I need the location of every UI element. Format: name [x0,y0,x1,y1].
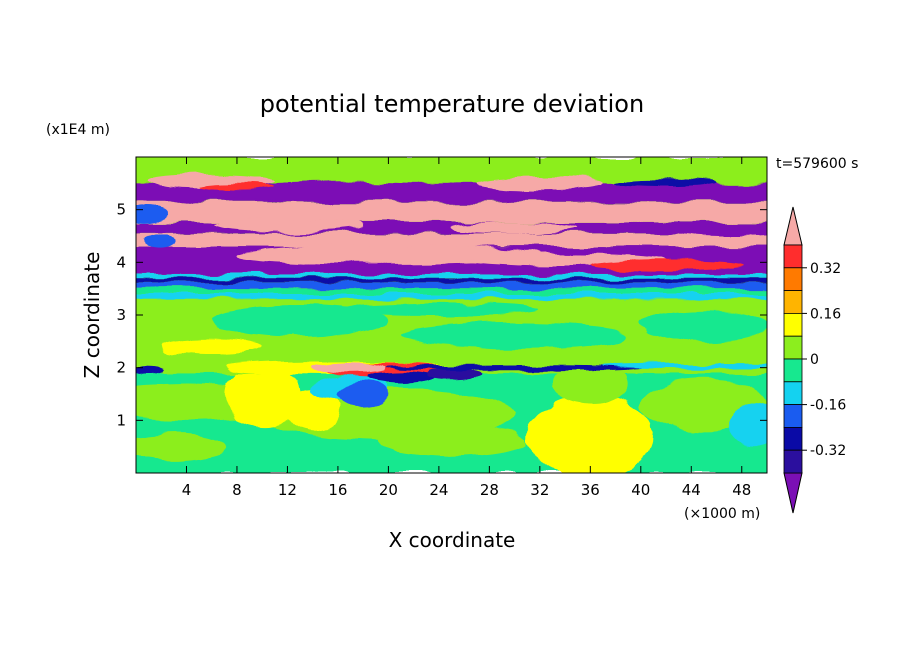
contour-band [136,282,767,289]
contour-blob [388,365,641,371]
contour-blob [602,363,767,369]
contour-blob [401,322,629,350]
contour-blob [337,303,540,317]
contour-band [136,274,767,279]
contour-blob [369,370,433,384]
colorbar-box [783,267,803,291]
x-tick-label: 48 [732,481,751,499]
x-tick-label: 4 [182,481,192,499]
x-axis-label: X coordinate [389,528,516,552]
colorbar-box [783,335,803,360]
heatmap-field [136,157,767,473]
contour-blob [476,177,603,190]
colorbar-box [783,312,803,337]
contour-blob [337,380,389,408]
colorbar-box [783,426,803,451]
contour-band [136,278,767,283]
contour-blob [527,394,654,473]
plot-frame [135,156,768,474]
contour-band [136,288,767,294]
contour-blob [678,230,767,237]
y-axis-label: Z coordinate [80,252,104,379]
contour-blob [211,181,465,201]
time-label: t=579600 s [776,156,858,172]
colorbar: 0.32 0.16 0 -0.16 -0.32 [783,206,846,514]
contour-band [136,233,767,247]
colorbar-extend-max [783,206,803,246]
x-tick-label: 44 [682,481,701,499]
x-tick-label: 8 [232,481,242,499]
contour-blob [224,362,301,426]
y-tick-label: 3 [116,306,126,324]
y-tick-label: 1 [116,411,126,429]
contour-blob [211,304,389,337]
x-tick-label: 36 [581,481,600,499]
contour-blob [729,404,767,447]
y-tick-label: 5 [116,201,126,219]
contour-blob [136,207,168,223]
y-unit-label: (x1E4 m) [46,122,110,138]
x-tick-label: 40 [631,481,650,499]
contour-blob [199,182,275,190]
contour-blob [284,388,341,431]
x-tick-label: 32 [530,481,549,499]
colorbar-tick-label: 0 [810,352,819,368]
contour-band [136,201,767,223]
contour-blob [552,362,629,405]
contour-blob [136,433,225,460]
colorbar-box [783,290,803,314]
contour-blob [146,234,177,248]
contour-blob [590,259,742,271]
y-ticks: 1 2 3 4 5 [116,201,767,429]
colorbar-box [783,358,803,383]
colorbar-box [783,244,803,269]
contour-blob [161,338,263,355]
colorbar-tick-label: 0.16 [810,306,841,322]
contour-blob [136,366,164,375]
contour-blob [211,218,364,233]
contour-blob [423,368,480,380]
colorbar-box [783,404,803,428]
contour-blob [312,362,389,373]
colorbar-box [783,381,803,405]
contour-blob [615,179,717,188]
x-tick-label: 12 [278,481,297,499]
contour-fill [136,157,767,473]
colorbar-box [783,449,803,474]
contour-blob [236,244,540,264]
x-unit-label: (×1000 m) [684,506,760,522]
colorbar-tick-label: -0.32 [810,443,846,459]
x-tick-label: 24 [429,481,448,499]
x-tick-label: 20 [379,481,398,499]
x-ticks: 4 8 12 16 20 24 28 32 36 40 44 48 [182,157,751,499]
chart-title: potential temperature deviation [260,90,644,118]
colorbar-tick-label: -0.16 [810,398,846,414]
colorbar-tick-label: 0.32 [810,261,841,277]
colorbar-extend-min [783,472,803,514]
contour-blob [640,309,767,342]
x-tick-label: 16 [328,481,347,499]
contour-blob [375,425,528,458]
contour-blob [451,222,578,234]
contour-band [136,293,767,300]
y-tick-label: 2 [116,359,126,377]
x-tick-label: 28 [480,481,499,499]
y-tick-label: 4 [116,253,126,271]
